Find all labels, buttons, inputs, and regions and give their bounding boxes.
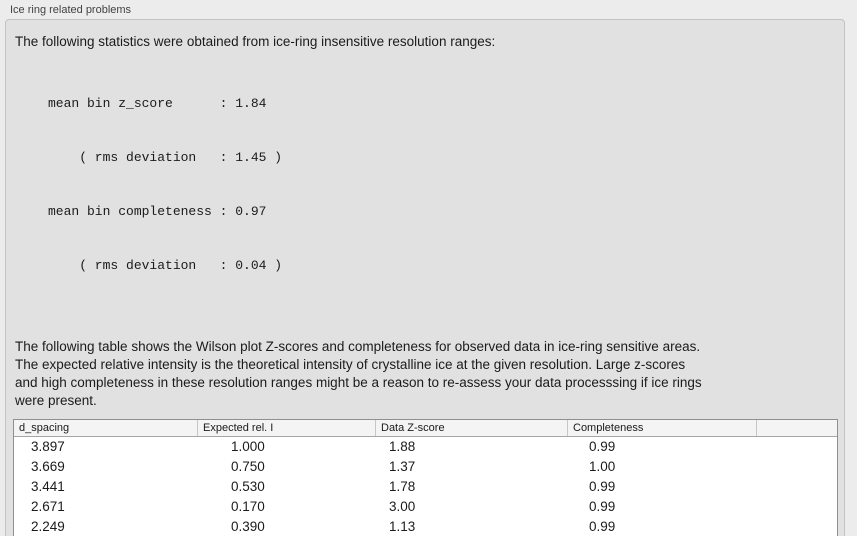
table-body: 3.897 1.000 1.88 0.99 3.669 0.750 1.37 1.00 3.44… (14, 437, 837, 536)
table-cell (757, 457, 837, 477)
intro-text: The following statistics were obtained f… (15, 33, 836, 51)
table-header: d_spacing Expected rel. I Data Z-score C… (14, 420, 837, 437)
intro-line: The following statistics were obtained f… (15, 34, 496, 49)
table-row[interactable]: 3.897 1.000 1.88 0.99 (14, 437, 837, 457)
stats-line-zscore-rms: ( rms deviation : 1.45 ) (48, 150, 283, 165)
col-header-data-z-score[interactable]: Data Z-score (376, 420, 568, 436)
table-cell: 1.000 (231, 439, 265, 454)
table-cell: 2.249 (31, 519, 65, 534)
table-cell: 0.99 (589, 519, 616, 534)
table-cell: 1.13 (389, 519, 416, 534)
table-cell (757, 477, 837, 497)
description-line: The expected relative intensity is the t… (15, 357, 686, 372)
table-cell: 0.530 (231, 479, 265, 494)
table-cell: 3.897 (31, 439, 65, 454)
stats-line-zscore: mean bin z_score : 1.84 (48, 96, 267, 111)
stats-line-completeness-rms: ( rms deviation : 0.04 ) (48, 258, 283, 273)
table-cell (757, 437, 837, 457)
table-row[interactable]: 2.671 0.170 3.00 0.99 (14, 497, 837, 517)
description-line: and high completeness in these resolutio… (15, 375, 702, 390)
table-row[interactable]: 3.441 0.530 1.78 0.99 (14, 477, 837, 497)
description-line: were present. (15, 393, 97, 408)
table-cell (757, 517, 837, 536)
table-cell: 1.78 (389, 479, 416, 494)
description-text: The following table shows the Wilson plo… (15, 338, 836, 410)
table-cell: 0.170 (231, 499, 265, 514)
table-cell: 1.37 (389, 459, 416, 474)
table-cell: 0.99 (589, 479, 616, 494)
table-cell (757, 497, 837, 517)
table-cell: 1.00 (589, 459, 616, 474)
table-cell: 0.99 (589, 499, 616, 514)
table-cell: 3.00 (389, 499, 416, 514)
table-cell: 1.88 (389, 439, 416, 454)
table-cell: 0.390 (231, 519, 265, 534)
groupbox-title: Ice ring related problems (10, 4, 132, 16)
col-header-d-spacing[interactable]: d_spacing (14, 420, 198, 436)
table-cell: 3.441 (31, 479, 65, 494)
table-cell: 0.750 (231, 459, 265, 474)
stats-block: mean bin z_score : 1.84 ( rms deviation … (48, 59, 836, 311)
description-line: The following table shows the Wilson plo… (15, 339, 701, 354)
table-cell: 0.99 (589, 439, 616, 454)
table-row[interactable]: 3.669 0.750 1.37 1.00 (14, 457, 837, 477)
ice-ring-panel: The following statistics were obtained f… (5, 19, 845, 536)
col-header-completeness[interactable]: Completeness (568, 420, 757, 436)
stats-line-completeness: mean bin completeness : 0.97 (48, 204, 267, 219)
col-header-empty[interactable] (757, 420, 837, 436)
ice-ring-table: d_spacing Expected rel. I Data Z-score C… (13, 419, 838, 536)
col-header-expected-rel-i[interactable]: Expected rel. I (198, 420, 376, 436)
table-cell: 2.671 (31, 499, 65, 514)
table-cell: 3.669 (31, 459, 65, 474)
table-row[interactable]: 2.249 0.390 1.13 0.99 (14, 517, 837, 536)
